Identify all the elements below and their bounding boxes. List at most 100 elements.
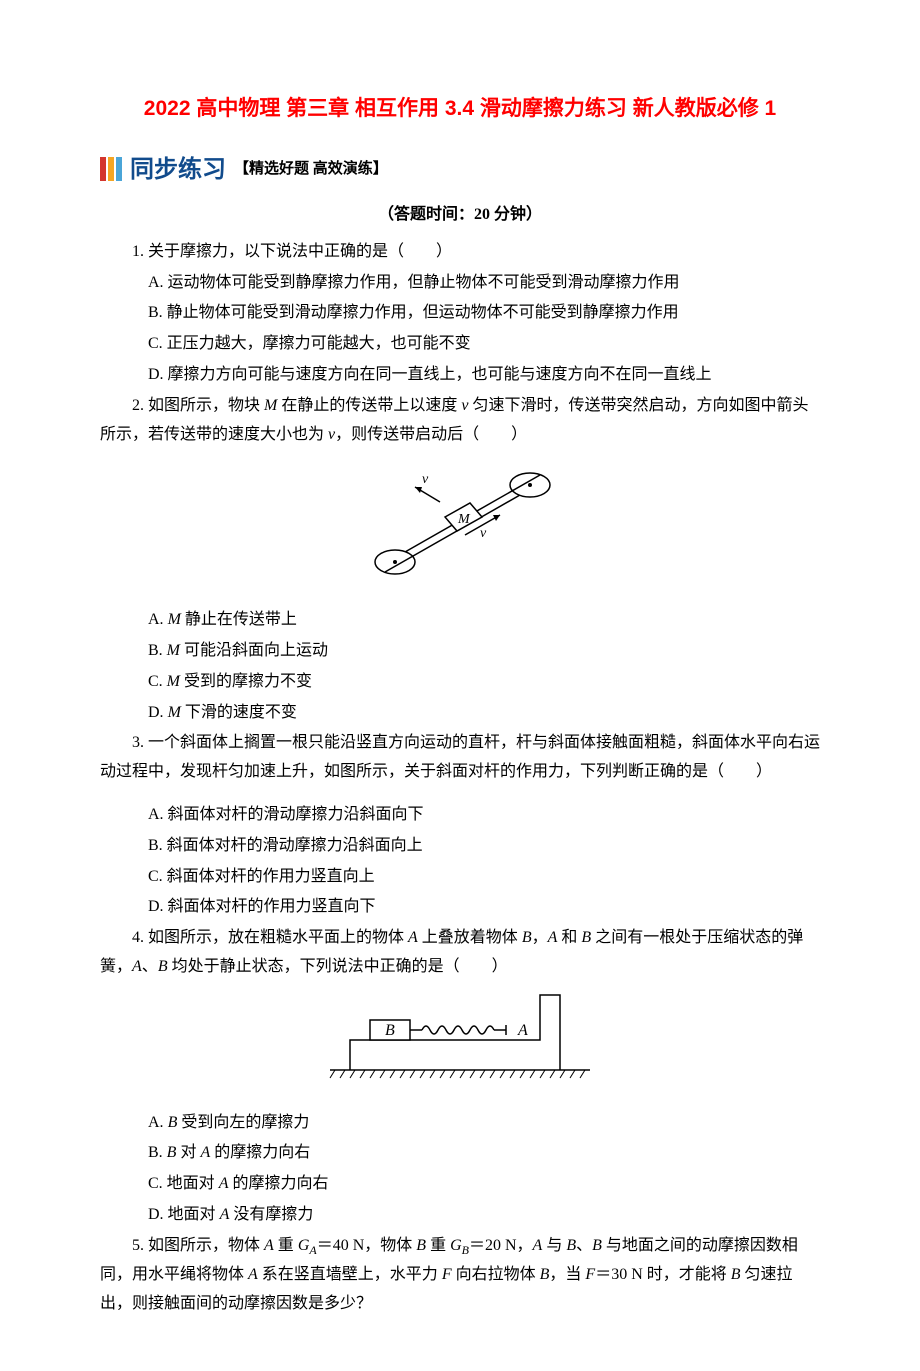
q2-stem: 2. 如图所示，物块 M 在静止的传送带上以速度 v 匀速下滑时，传送带突然启动… [100,392,820,450]
banner-bars-icon [100,157,122,181]
q5-GB: G [450,1237,462,1254]
q5-stem-g: 、 [576,1237,592,1254]
q4-A1: A [408,929,418,946]
q2-a-post: 静止在传送带上 [181,611,297,628]
q5-GA: G [298,1237,310,1254]
q2-option-d: D. M 下滑的速度不变 [100,699,820,728]
q1-option-c: C. 正压力越大，摩擦力可能越大，也可能不变 [100,330,820,359]
q4-a-B: B [168,1114,178,1131]
q5-B4: B [540,1266,550,1283]
q2-c-M: M [167,673,180,690]
q2-stem-b: 在静止的传送带上以速度 [277,397,461,414]
q4-A2: A [548,929,558,946]
svg-text:B: B [385,1022,395,1039]
q4-a-pre: A. [148,1114,168,1131]
q4-c-post: 的摩擦力向右 [228,1175,328,1192]
q2-option-a: A. M 静止在传送带上 [100,606,820,635]
q4-b-A: A [200,1144,210,1161]
q4-B1: B [522,929,532,946]
timer-text: （答题时间：20 分钟） [100,201,820,230]
q5-stem-e: ＝20 N， [469,1237,533,1254]
q4-d-A: A [220,1206,230,1223]
q4-d-post: 没有摩擦力 [229,1206,313,1223]
q2-d-post: 下滑的速度不变 [181,704,297,721]
q5-stem: 5. 如图所示，物体 A 重 GA＝40 N，物体 B 重 GB＝20 N，A … [100,1232,820,1319]
q5-stem-b: 重 [274,1237,298,1254]
q5-subB: B [462,1243,469,1257]
q2-a-pre: A. [148,611,168,628]
q4-figure: B A [100,990,820,1101]
banner-sub-text: 【精选好题 高效演练】 [234,156,388,183]
q5-stem-c: ＝40 N，物体 [317,1237,417,1254]
q5-A1: A [264,1237,274,1254]
q2-stem-d: ，则传送带启动后（ ） [335,426,527,443]
q2-option-c: C. M 受到的摩擦力不变 [100,668,820,697]
q2-a-M: M [168,611,181,628]
q4-A3: A [132,958,142,975]
q4-stem-g: 均处于静止状态，下列说法中正确的是（ ） [168,958,508,975]
q4-b-mid: 对 [176,1144,200,1161]
q4-a-post: 受到向左的摩擦力 [177,1114,309,1131]
q2-stem-a: 2. 如图所示，物块 [132,397,264,414]
q4-stem: 4. 如图所示，放在粗糙水平面上的物体 A 上叠放着物体 B，A 和 B 之间有… [100,924,820,982]
q5-stem-l: ＝30 N 时，才能将 [595,1266,731,1283]
q5-subA: A [309,1243,316,1257]
q2-d-pre: D. [148,704,168,721]
banner-main-text: 同步练习 [130,148,226,191]
q5-B3: B [592,1237,602,1254]
q3-option-b: B. 斜面体对杆的滑动摩擦力沿斜面向上 [100,832,820,861]
q1-option-b: B. 静止物体可能受到滑动摩擦力作用，但运动物体不可能受到静摩擦力作用 [100,299,820,328]
q2-b-post: 可能沿斜面向上运动 [180,642,328,659]
q4-option-c: C. 地面对 A 的摩擦力向右 [100,1170,820,1199]
q4-stem-d: 和 [557,929,581,946]
q2-figure: M v v [100,457,820,598]
q4-c-pre: C. 地面对 [148,1175,219,1192]
q1-stem: 1. 关于摩擦力，以下说法中正确的是（ ） [100,238,820,267]
q2-b-pre: B. [148,642,167,659]
q4-stem-f: 、 [142,958,158,975]
q4-stem-c: ， [532,929,548,946]
q5-stem-d: 重 [426,1237,450,1254]
q2-b-M: M [167,642,180,659]
q5-A4: A [248,1266,258,1283]
q2-c-post: 受到的摩擦力不变 [180,673,312,690]
q4-B3: B [158,958,168,975]
q4-option-b: B. B 对 A 的摩擦力向右 [100,1139,820,1168]
q5-B1: B [416,1237,426,1254]
svg-text:A: A [517,1022,528,1039]
q4-B2: B [581,929,591,946]
q4-b-B: B [167,1144,177,1161]
q2-c-pre: C. [148,673,167,690]
q2-d-M: M [168,704,181,721]
svg-text:M: M [457,512,471,527]
q4-option-a: A. B 受到向左的摩擦力 [100,1109,820,1138]
q4-stem-a: 4. 如图所示，放在粗糙水平面上的物体 [132,929,408,946]
q4-c-A: A [219,1175,229,1192]
q5-stem-k: ，当 [549,1266,585,1283]
q5-B5: B [731,1266,741,1283]
q3-option-c: C. 斜面体对杆的作用力竖直向上 [100,863,820,892]
q5-stem-a: 5. 如图所示，物体 [132,1237,264,1254]
q4-option-d: D. 地面对 A 没有摩擦力 [100,1201,820,1230]
q4-stem-b: 上叠放着物体 [418,929,522,946]
q1-option-a: A. 运动物体可能受到静摩擦力作用，但静止物体不可能受到滑动摩擦力作用 [100,269,820,298]
q5-F2: F [585,1266,595,1283]
q2-var-M: M [264,397,277,414]
svg-text:v: v [422,472,429,487]
q2-option-b: B. M 可能沿斜面向上运动 [100,637,820,666]
svg-text:v: v [480,526,487,541]
q1-option-d: D. 摩擦力方向可能与速度方向在同一直线上，也可能与速度方向不在同一直线上 [100,361,820,390]
q5-stem-j: 向右拉物体 [452,1266,540,1283]
q3-option-d: D. 斜面体对杆的作用力竖直向下 [100,893,820,922]
q5-stem-f: 与 [542,1237,566,1254]
q4-b-pre: B. [148,1144,167,1161]
q5-stem-i: 系在竖直墙壁上，水平力 [258,1266,442,1283]
section-banner: 同步练习 【精选好题 高效演练】 [100,148,820,191]
document-title: 2022 高中物理 第三章 相互作用 3.4 滑动摩擦力练习 新人教版必修 1 [100,90,820,128]
q4-d-pre: D. 地面对 [148,1206,220,1223]
q4-b-post: 的摩擦力向右 [210,1144,310,1161]
q3-option-a: A. 斜面体对杆的滑动摩擦力沿斜面向下 [100,801,820,830]
q5-F1: F [442,1266,452,1283]
q5-A2: A [533,1237,543,1254]
q3-stem: 3. 一个斜面体上搁置一根只能沿竖直方向运动的直杆，杆与斜面体接触面粗糙，斜面体… [100,729,820,787]
